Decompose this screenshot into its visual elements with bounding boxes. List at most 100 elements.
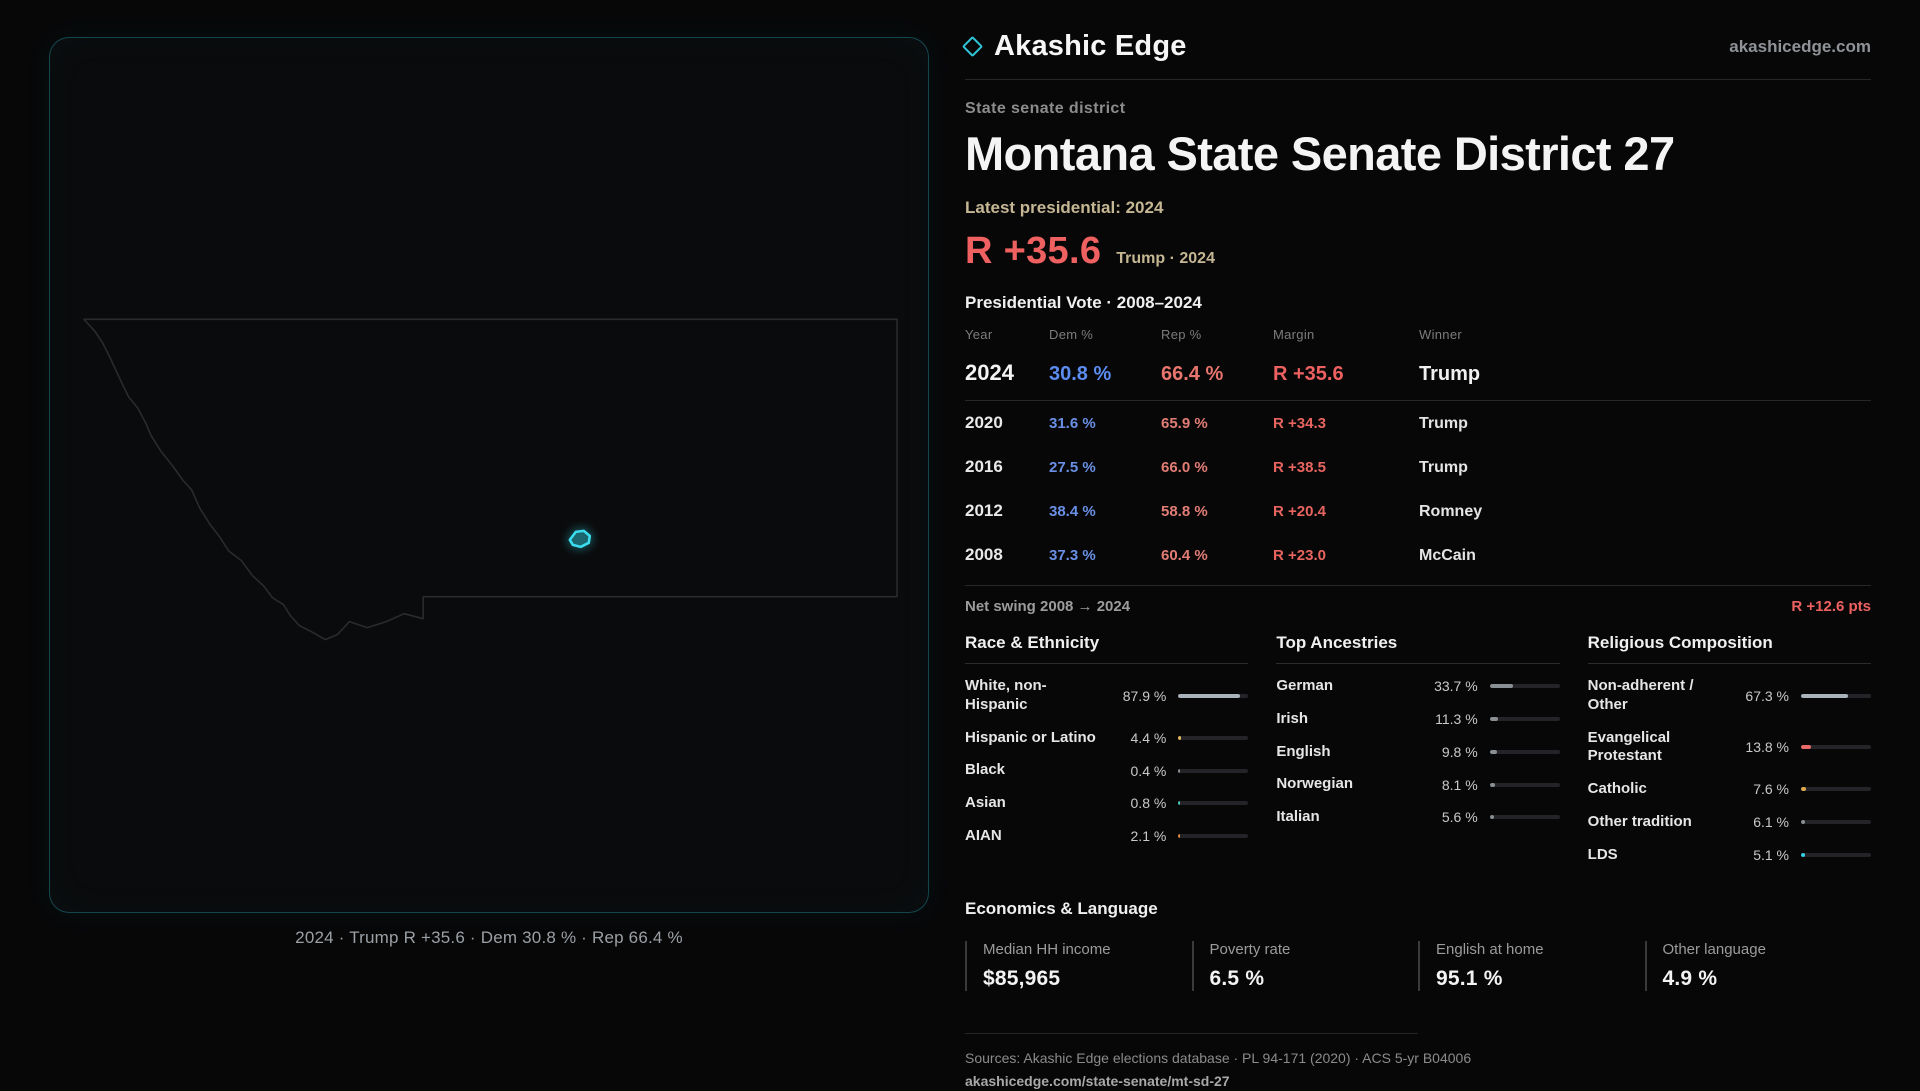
demo-label: Non-adherent / Other — [1587, 677, 1694, 713]
demo-value: 11.3 % — [1435, 711, 1478, 728]
demo-label: Catholic — [1587, 780, 1647, 797]
stat-value: 6.5 % — [1209, 967, 1265, 991]
net-swing-label: Net swing 2008 → 2024 — [965, 598, 1131, 615]
rep-cell: 60.4 % — [1161, 547, 1208, 564]
list-item: Other tradition 6.1 % — [1588, 806, 1871, 839]
race-ethnicity-title: Race & Ethnicity — [965, 633, 1249, 664]
demo-bar — [1178, 735, 1249, 740]
header-divider — [965, 79, 1871, 80]
margin-cell: R +38.5 — [1273, 459, 1326, 476]
demo-value: 9.8 % — [1441, 743, 1478, 760]
margin-cell: R +35.6 — [1273, 363, 1344, 385]
district-27-shape[interactable] — [568, 529, 592, 549]
bar-fill — [1489, 717, 1498, 722]
year-cell: 2020 — [965, 413, 1003, 432]
ancestries-column: Top Ancestries German 33.7 % Irish 11.3 … — [1276, 633, 1560, 871]
bar-fill — [1178, 693, 1240, 698]
col-year: Year — [965, 327, 993, 342]
religion-column: Religious Composition Non-adherent / Oth… — [1587, 633, 1871, 871]
dem-cell: 31.6 % — [1049, 415, 1096, 432]
bar-fill — [1801, 787, 1807, 792]
stat-value: 95.1 % — [1436, 967, 1503, 991]
table-row: 2008 37.3 % 60.4 % R +23.0 McCain — [965, 533, 1871, 577]
list-item: Italian 5.6 % — [1276, 801, 1560, 834]
net-swing-value: R +12.6 pts — [1791, 598, 1871, 615]
margin-cell: R +20.4 — [1273, 503, 1326, 520]
demo-value: 2.1 % — [1130, 828, 1167, 845]
stat-label: English at home — [1436, 941, 1544, 959]
col-margin: Margin — [1273, 327, 1315, 342]
stat-card: English at home 95.1 % — [1418, 941, 1645, 992]
economics-stats: Median HH income $85,965 Poverty rate 6.… — [965, 941, 1872, 992]
list-item: German 33.7 % — [1276, 670, 1560, 703]
rep-cell: 66.0 % — [1161, 459, 1208, 476]
table-row: 2012 38.4 % 58.8 % R +20.4 Romney — [965, 489, 1871, 533]
demo-bar — [1178, 801, 1249, 806]
vote-table-header: Year Dem % Rep % Margin Winner — [965, 327, 1871, 352]
stat-card: Other language 4.9 % — [1644, 941, 1872, 992]
winner-cell: McCain — [1419, 547, 1476, 564]
district-map-panel[interactable] — [49, 37, 929, 913]
list-item: Catholic 7.6 % — [1588, 773, 1871, 806]
demo-bar — [1489, 815, 1560, 820]
demo-bar — [1489, 717, 1560, 722]
demo-bar — [1801, 745, 1871, 750]
list-item: Asian 0.8 % — [965, 787, 1249, 820]
demo-label: LDS — [1587, 845, 1618, 863]
demo-bar — [1178, 768, 1249, 773]
demo-label: White, non-Hispanic — [965, 677, 1047, 713]
margin-cell: R +23.0 — [1273, 547, 1326, 564]
winner-cell: Trump — [1419, 363, 1481, 385]
race-ethnicity-column: Race & Ethnicity White, non-Hispanic 87.… — [965, 633, 1249, 871]
presidential-vote-table: Year Dem % Rep % Margin Winner 2024 30.8… — [965, 327, 1871, 577]
detail-panel: Akashic Edge akashicedge.com State senat… — [961, 30, 1872, 1091]
sources-text: Sources: Akashic Edge elections database… — [965, 1050, 1472, 1067]
demo-bar — [1489, 684, 1560, 689]
montana-map[interactable] — [50, 38, 928, 912]
demo-value: 87.9 % — [1122, 687, 1167, 704]
demo-value: 33.7 % — [1434, 678, 1478, 695]
religion-title: Religious Composition — [1587, 633, 1871, 664]
bar-fill — [1178, 768, 1181, 773]
table-row: 2020 31.6 % 65.9 % R +34.3 Trump — [965, 401, 1871, 445]
montana-state-outline — [83, 318, 898, 641]
demo-label: Italian — [1276, 808, 1320, 825]
stat-card: Poverty rate 6.5 % — [1191, 941, 1419, 992]
brand-site-link[interactable]: akashicedge.com — [1729, 36, 1871, 56]
demo-label: Black — [965, 761, 1006, 779]
diamond-logo-icon — [961, 35, 984, 58]
demo-value: 7.6 % — [1753, 781, 1789, 798]
demo-label: Irish — [1276, 709, 1309, 727]
demo-bar — [1178, 693, 1249, 698]
winner-cell: Romney — [1419, 503, 1483, 520]
dem-cell: 38.4 % — [1049, 503, 1096, 520]
list-item: Non-adherent / Other 67.3 % — [1588, 670, 1871, 722]
permalink[interactable]: akashicedge.com/state-senate/mt-sd-27 — [965, 1073, 1230, 1090]
map-caption: 2024 · Trump R +35.6 · Dem 30.8 % · Rep … — [295, 928, 683, 947]
col-winner: Winner — [1419, 327, 1462, 342]
margin-cell: R +34.3 — [1273, 415, 1326, 432]
demo-label: German — [1276, 677, 1334, 694]
stat-label: Median HH income — [983, 941, 1111, 959]
bar-fill — [1801, 820, 1806, 825]
demo-label: Evangelical Protestant — [1587, 728, 1671, 765]
economics-title: Economics & Language — [965, 899, 1158, 919]
table-row: 2024 30.8 % 66.4 % R +35.6 Trump — [965, 352, 1871, 401]
demo-label: English — [1276, 742, 1331, 760]
demo-value: 13.8 % — [1745, 739, 1789, 756]
bar-fill — [1489, 749, 1497, 754]
demo-bar — [1801, 852, 1871, 857]
latest-presidential-label: Latest presidential: 2024 — [965, 198, 1164, 217]
demo-bar — [1801, 693, 1871, 698]
stat-label: Other language — [1662, 941, 1766, 959]
demo-value: 67.3 % — [1745, 687, 1789, 704]
dem-cell: 27.5 % — [1049, 459, 1096, 476]
col-rep: Rep % — [1161, 327, 1202, 342]
demo-bar — [1489, 782, 1560, 787]
year-cell: 2016 — [965, 457, 1003, 476]
list-item: Hispanic or Latino 4.4 % — [965, 722, 1249, 755]
footer-divider — [965, 1033, 1418, 1035]
list-item: Black 0.4 % — [965, 754, 1249, 787]
ancestries-title: Top Ancestries — [1276, 633, 1560, 664]
list-item: English 9.8 % — [1276, 736, 1560, 769]
